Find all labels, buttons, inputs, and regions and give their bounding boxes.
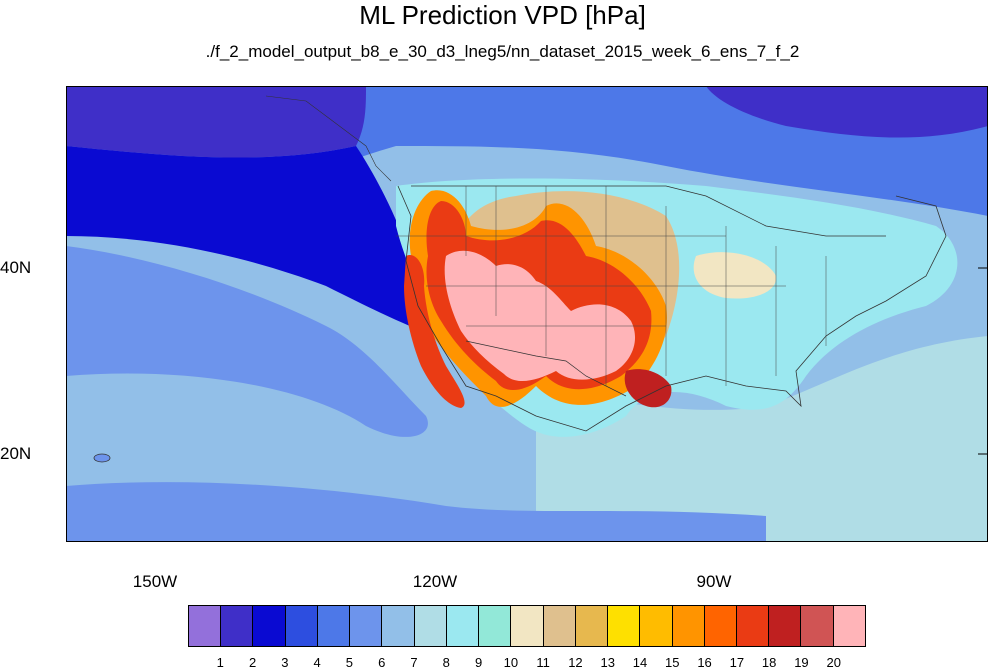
- nw-violet-field: [66, 86, 366, 158]
- pacific-medium-band-south: [66, 482, 766, 542]
- hawaii-island: [93, 453, 111, 463]
- lon-label-150w: 150W: [132, 572, 178, 591]
- bc-coastline: [265, 95, 392, 182]
- lat-label-40n: 40N: [0, 258, 32, 277]
- map-title: ML Prediction VPD [hPa]: [359, 0, 646, 30]
- map-frame: [66, 86, 988, 542]
- colorbar-swatch: [479, 606, 512, 646]
- colorbar-label: 10: [503, 655, 519, 670]
- colorbar-swatch: [640, 606, 673, 646]
- colorbar-label: 11: [536, 655, 550, 670]
- lon-label-90w: 90W: [696, 572, 732, 591]
- atlantic-field: [536, 336, 988, 542]
- colorbar-swatch: [608, 606, 641, 646]
- colorbar-swatch: [704, 606, 737, 646]
- lon-label-120w: 120W: [412, 572, 458, 591]
- colorbar-swatch: [769, 606, 802, 646]
- ne-violet-field: [706, 86, 988, 138]
- colorbar-label: 3: [281, 655, 289, 670]
- colorbar-label: 4: [313, 655, 321, 670]
- colorbar-label: 6: [378, 655, 386, 670]
- colorbar-swatch: [189, 606, 222, 646]
- offshore-dark-band: [66, 146, 436, 336]
- colorbar-swatch: [833, 606, 865, 646]
- colorbar-label: 18: [761, 655, 777, 670]
- vpd-map: [66, 86, 988, 542]
- colorbar-swatch: [253, 606, 286, 646]
- california-red-lobe: [404, 255, 465, 408]
- colorbar-swatch: [285, 606, 318, 646]
- colorbar-label: 7: [410, 655, 418, 670]
- colorbar-label: 14: [632, 655, 648, 670]
- colorbar-swatch: [672, 606, 705, 646]
- colorbar-swatch: [543, 606, 576, 646]
- colorbar-swatch: [382, 606, 415, 646]
- colorbar-swatch: [414, 606, 447, 646]
- colorbar-label: 12: [568, 655, 583, 670]
- southwest-pink-core: [444, 250, 636, 382]
- lat-label-20n: 20N: [0, 444, 32, 463]
- colorbar-label: 2: [248, 655, 257, 670]
- colorbar-swatch: [801, 606, 834, 646]
- map-subtitle: ./f_2_model_output_b8_e_30_d3_lneg5/nn_d…: [205, 42, 800, 61]
- lat-tick-marks: [978, 267, 988, 455]
- colorbar-label: 15: [665, 655, 680, 670]
- colorbar-label: 9: [474, 655, 483, 670]
- colorbar-swatch: [221, 606, 254, 646]
- continent-outline: [397, 185, 947, 432]
- texas-red-band: [624, 369, 672, 408]
- colorbar-label: 8: [442, 655, 450, 670]
- canada-border: [411, 185, 886, 237]
- colorbar-label: 1: [216, 655, 224, 670]
- mexico-border: [465, 340, 627, 397]
- colorbar: [188, 605, 866, 647]
- colorbar-swatch: [736, 606, 770, 646]
- state-lines: [396, 186, 827, 386]
- colorbar-swatch: [511, 606, 544, 646]
- colorbar-label: 5: [345, 655, 354, 670]
- colorbar-label: 16: [697, 655, 712, 670]
- pacific-medium-band: [66, 246, 428, 437]
- colorbar-swatch: [350, 606, 383, 646]
- colorbar-label: 19: [794, 655, 809, 670]
- colorbar-label: 17: [729, 655, 745, 670]
- colorbar-label: 20: [826, 655, 841, 670]
- colorbar-swatch: [317, 606, 351, 646]
- colorbar-label: 13: [600, 655, 615, 670]
- midwest-warm-patch: [693, 252, 777, 299]
- colorbar-swatch: [446, 606, 480, 646]
- colorbar-swatch: [575, 606, 609, 646]
